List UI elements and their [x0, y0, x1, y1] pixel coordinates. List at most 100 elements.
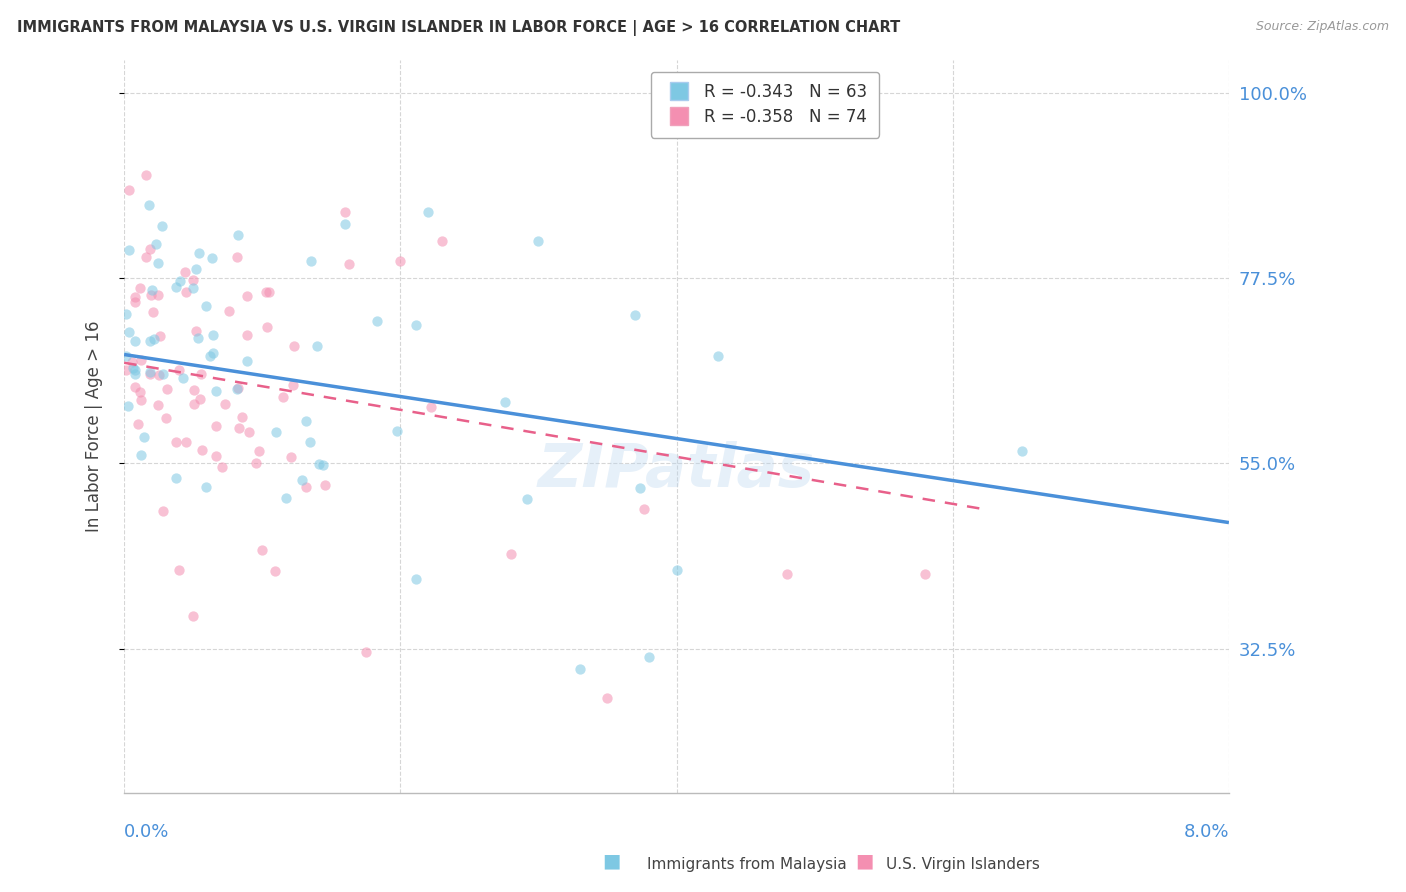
Point — [638, 649, 661, 664]
Point — [633, 502, 655, 516]
Point — [167, 363, 190, 377]
Point — [183, 397, 205, 411]
Point — [139, 334, 162, 348]
Point — [186, 324, 208, 338]
Point — [218, 304, 240, 318]
Point — [228, 228, 250, 243]
Point — [124, 334, 146, 348]
Point — [389, 254, 412, 268]
Point — [299, 254, 322, 268]
Point — [337, 257, 360, 271]
Point — [333, 218, 356, 232]
Point — [117, 399, 139, 413]
Point — [187, 331, 209, 345]
Point — [283, 378, 305, 392]
Point — [148, 398, 170, 412]
Point — [138, 198, 160, 212]
Text: ■: ■ — [855, 852, 875, 871]
Point — [155, 410, 177, 425]
Point — [295, 414, 318, 428]
Point — [214, 397, 236, 411]
Point — [264, 564, 287, 578]
Point — [135, 168, 157, 182]
Point — [527, 234, 550, 248]
Point — [139, 288, 162, 302]
Point — [169, 563, 191, 577]
Point — [165, 434, 187, 449]
Point — [231, 410, 253, 425]
Point — [333, 205, 356, 219]
Point — [155, 382, 177, 396]
Text: IMMIGRANTS FROM MALAYSIA VS U.S. VIRGIN ISLANDER IN LABOR FORCE | AGE > 16 CORRE: IMMIGRANTS FROM MALAYSIA VS U.S. VIRGIN … — [17, 20, 900, 36]
Point — [416, 205, 439, 219]
Point — [205, 449, 228, 463]
Point — [226, 382, 249, 396]
Point — [181, 608, 204, 623]
Point — [245, 456, 267, 470]
Point — [188, 392, 211, 407]
Point — [145, 237, 167, 252]
Point — [127, 417, 149, 431]
Point — [146, 256, 169, 270]
Point — [141, 283, 163, 297]
Point — [124, 363, 146, 377]
Point — [124, 367, 146, 381]
Point — [131, 352, 153, 367]
Point — [139, 365, 162, 379]
Point — [295, 480, 318, 494]
Point — [228, 421, 250, 435]
Point — [139, 368, 162, 382]
Point — [201, 328, 224, 343]
Point — [211, 459, 233, 474]
Point — [129, 281, 152, 295]
Point — [190, 368, 212, 382]
Point — [430, 234, 453, 248]
Point — [181, 272, 204, 286]
Point — [114, 363, 136, 377]
Point — [405, 318, 427, 333]
Point — [494, 395, 516, 409]
Point — [247, 444, 270, 458]
Point — [142, 305, 165, 319]
Point — [283, 338, 305, 352]
Text: 8.0%: 8.0% — [1184, 823, 1229, 841]
Point — [129, 393, 152, 408]
Point — [173, 265, 195, 279]
Text: U.S. Virgin Islanders: U.S. Virgin Islanders — [886, 857, 1039, 872]
Point — [183, 281, 205, 295]
Point — [298, 434, 321, 449]
Point — [291, 473, 314, 487]
Point — [195, 299, 218, 313]
Point — [114, 349, 136, 363]
Point — [122, 360, 145, 375]
Point — [129, 384, 152, 399]
Point — [596, 691, 619, 706]
Point — [200, 349, 222, 363]
Point — [139, 242, 162, 256]
Point — [166, 471, 188, 485]
Point — [264, 425, 287, 439]
Text: Immigrants from Malaysia: Immigrants from Malaysia — [647, 857, 846, 872]
Point — [118, 325, 141, 339]
Point — [305, 339, 328, 353]
Point — [142, 332, 165, 346]
Point — [205, 418, 228, 433]
Point — [707, 349, 730, 363]
Point — [280, 450, 302, 464]
Point — [312, 458, 335, 472]
Point — [166, 280, 188, 294]
Point — [914, 567, 936, 582]
Point — [238, 425, 260, 440]
Point — [516, 491, 538, 506]
Point — [191, 443, 214, 458]
Point — [236, 289, 259, 303]
Point — [624, 308, 647, 322]
Point — [124, 380, 146, 394]
Point — [135, 250, 157, 264]
Y-axis label: In Labor Force | Age > 16: In Labor Force | Age > 16 — [86, 320, 103, 532]
Point — [276, 491, 298, 506]
Point — [776, 567, 799, 582]
Point — [149, 329, 172, 343]
Point — [226, 380, 249, 394]
Point — [169, 274, 191, 288]
